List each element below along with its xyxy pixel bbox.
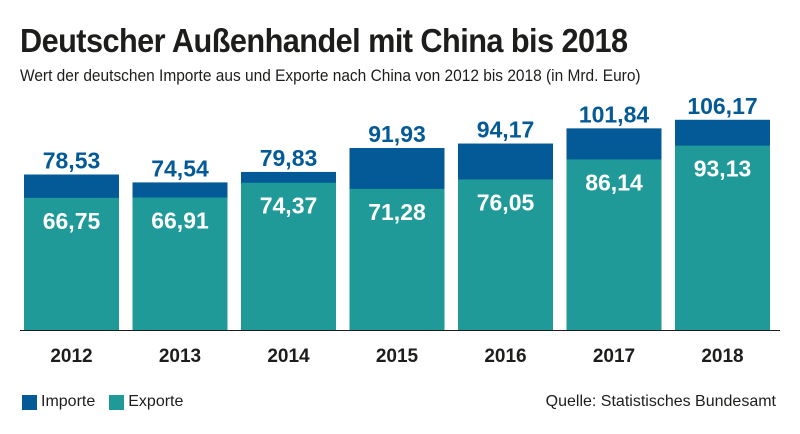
bar-exporte-2013: [132, 197, 228, 330]
legend: Importe Exporte: [22, 393, 197, 411]
x-tick-label-2014: 2014: [267, 346, 310, 367]
bar-exporte-2016: [458, 179, 553, 330]
data-label-importe-2014: 79,83: [260, 145, 318, 171]
data-label-importe-2016: 94,17: [477, 117, 535, 143]
data-label-importe-2017: 101,84: [579, 101, 650, 127]
legend-swatch-importe: [22, 394, 37, 410]
legend-label-exporte: Exporte: [128, 393, 184, 410]
legend-label-importe: Importe: [41, 393, 96, 410]
bar-exporte-2014: [241, 182, 336, 330]
bar-exporte-2015: [349, 188, 445, 330]
legend-item-importe: Importe: [22, 393, 95, 411]
bar-exporte-2012: [24, 197, 119, 330]
data-label-importe-2012: 78,53: [43, 148, 101, 174]
data-label-exporte-2018: 93,13: [694, 156, 752, 182]
x-tick-label-2016: 2016: [484, 346, 526, 367]
data-label-exporte-2015: 71,28: [368, 199, 426, 225]
data-label-exporte-2014: 74,37: [260, 193, 318, 219]
x-tick-label-2013: 2013: [159, 346, 201, 367]
bar-exporte-2018: [675, 145, 770, 330]
source-note: Quelle: Statistisches Bundesamt: [545, 393, 776, 410]
legend-swatch-exporte: [109, 394, 125, 410]
x-tick-label-2017: 2017: [593, 346, 635, 367]
chart-title: Deutscher Außenhandel mit China bis 2018: [20, 22, 628, 59]
data-label-exporte-2016: 76,05: [477, 189, 535, 215]
x-tick-label-2015: 2015: [376, 346, 419, 367]
legend-item-exporte: Exporte: [109, 393, 183, 411]
chart-subtitle: Wert der deutschen Importe aus und Expor…: [20, 66, 641, 85]
data-label-importe-2013: 74,54: [151, 155, 209, 181]
data-label-importe-2018: 106,17: [687, 93, 757, 119]
data-label-importe-2015: 91,93: [368, 121, 426, 147]
data-label-exporte-2013: 66,91: [151, 208, 209, 234]
x-tick-label-2018: 2018: [701, 346, 743, 367]
data-label-exporte-2017: 86,14: [585, 169, 643, 195]
bar-exporte-2017: [566, 159, 662, 330]
x-tick-label-2012: 2012: [50, 346, 92, 367]
data-label-exporte-2012: 66,75: [43, 208, 101, 234]
